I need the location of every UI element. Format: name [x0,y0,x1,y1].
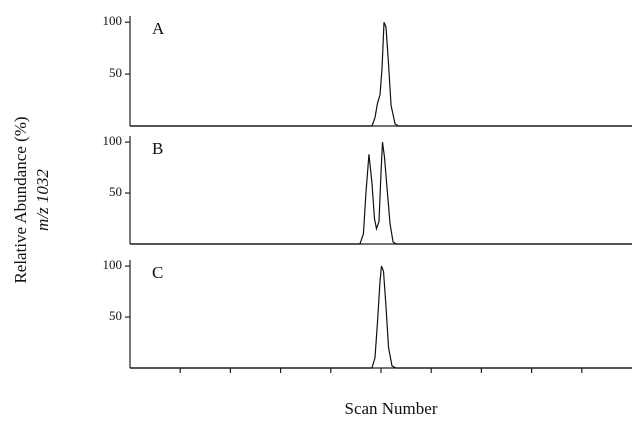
panel-label: B [152,139,163,158]
x-axis-label: Scan Number [344,399,437,418]
y-tick-label: 100 [103,13,123,28]
panel-label: C [152,263,163,282]
y-tick-label: 50 [109,65,122,80]
y-axis-label: m/z 1032 [33,169,52,231]
y-axis-label: Relative Abundance (%) [11,116,30,283]
y-tick-label: 50 [109,308,122,323]
y-tick-label: 100 [103,133,123,148]
y-tick-label: 100 [103,257,123,272]
chromatogram-line [130,142,632,245]
chromatogram-line [130,22,632,127]
y-tick-label: 50 [109,184,122,199]
chromatogram-line [130,265,632,369]
panel-label: A [152,19,165,38]
